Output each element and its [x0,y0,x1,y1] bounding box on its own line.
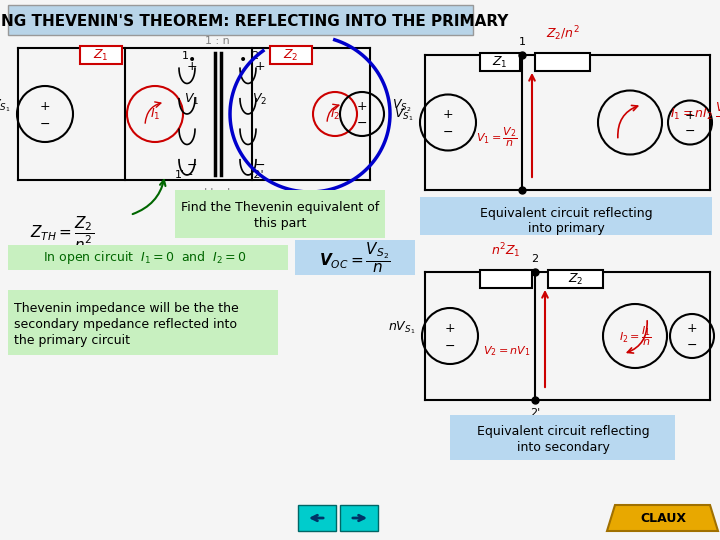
Text: +: + [356,100,367,113]
Text: $V_1$: $V_1$ [184,91,199,106]
Text: In open circuit  $\mathit{I}_1 = 0$  and  $\mathit{I}_2 = 0$: In open circuit $\mathit{I}_1 = 0$ and $… [43,249,247,267]
Text: CLAUX: CLAUX [640,511,686,524]
Text: 2: 2 [251,51,258,61]
Text: •: • [188,53,196,67]
Text: 1'−: 1'− [175,170,194,180]
Text: $V_{S_2}$: $V_{S_2}$ [392,98,411,114]
Text: $\mathit{Z}_{TH}=\dfrac{Z_2}{n^2}$: $\mathit{Z}_{TH}=\dfrac{Z_2}{n^2}$ [30,215,94,253]
Text: +: + [687,322,697,335]
Bar [175,190,385,238]
Text: $I_2=\dfrac{I_1}{n}$: $I_2=\dfrac{I_1}{n}$ [618,325,652,348]
Text: •: • [239,53,247,67]
Bar [535,53,590,71]
Text: −: − [356,117,367,130]
Text: −: − [443,126,454,139]
Text: $I_2$: $I_2$ [330,106,340,122]
Bar [340,505,378,531]
Text: into primary: into primary [528,222,604,235]
Text: $I_1$: $I_1$ [150,106,161,122]
Text: secondary mpedance reflected into: secondary mpedance reflected into [14,318,237,331]
Text: Ideal: Ideal [204,188,231,198]
Bar [450,415,675,460]
Text: $n^2Z_1$: $n^2Z_1$ [491,241,521,260]
Bar [295,240,415,275]
Text: −: − [186,159,197,172]
Text: 1: 1 [181,51,189,61]
Text: −: − [445,340,455,353]
Text: +: + [443,108,454,121]
Bar [480,53,520,71]
Bar [270,46,312,64]
Text: 1': 1' [517,198,527,208]
Text: into secondary: into secondary [516,441,609,454]
Bar [298,505,336,531]
Text: −2': −2' [246,170,265,180]
Bar [8,245,288,270]
Text: $Z_2/n^2$: $Z_2/n^2$ [546,24,580,43]
Text: 2: 2 [531,254,539,264]
Text: this part: this part [254,218,306,231]
Text: $V_2=nV_1$: $V_2=nV_1$ [482,344,530,358]
Text: Equivalent circuit reflecting: Equivalent circuit reflecting [480,207,652,220]
Text: 1 : n: 1 : n [205,36,230,46]
Text: the primary circuit: the primary circuit [14,334,130,347]
Bar [8,290,278,355]
Text: $Z_2$: $Z_2$ [283,48,299,63]
Text: $V_2$: $V_2$ [253,91,268,106]
Text: $V_{S_1}$: $V_{S_1}$ [394,106,413,123]
Text: +: + [445,321,455,334]
Text: $I_1=nI_2$: $I_1=nI_2$ [670,107,714,122]
Text: $nV_{S_1}$: $nV_{S_1}$ [387,320,415,336]
Text: −: − [255,159,265,172]
Bar [80,46,122,64]
Text: $V_1=\dfrac{V_2}{n}$: $V_1=\dfrac{V_2}{n}$ [476,126,517,149]
Text: −: − [685,125,696,138]
Text: $Z_1$: $Z_1$ [492,55,508,70]
Text: +: + [40,99,50,112]
Bar [8,5,473,35]
Text: $\dfrac{V_{S_2}}{n}$: $\dfrac{V_{S_2}}{n}$ [715,101,720,128]
Text: $V_{S_1}$: $V_{S_1}$ [0,98,10,114]
Text: $Z_1$: $Z_1$ [93,48,109,63]
Text: +: + [255,59,265,72]
Text: $\boldsymbol{V}_{OC}=\dfrac{V_{S_2}}{n}$: $\boldsymbol{V}_{OC}=\dfrac{V_{S_2}}{n}$ [319,241,391,275]
Text: Find the Thevenin equivalent of: Find the Thevenin equivalent of [181,200,379,213]
Text: 2': 2' [530,408,540,418]
Text: −: − [40,118,50,131]
Bar [548,270,603,288]
Text: $Z_2$: $Z_2$ [568,272,583,287]
Bar [480,270,532,288]
Bar [420,197,712,235]
Text: 1: 1 [518,37,526,47]
Text: −: − [687,339,697,352]
Text: +: + [186,59,197,72]
Text: USING THEVENIN'S THEOREM: REFLECTING INTO THE PRIMARY: USING THEVENIN'S THEOREM: REFLECTING INT… [0,15,508,30]
Polygon shape [607,505,718,531]
Text: Thevenin impedance will be the the: Thevenin impedance will be the the [14,302,239,315]
Text: +: + [685,109,696,122]
Text: Equivalent circuit reflecting: Equivalent circuit reflecting [477,425,649,438]
